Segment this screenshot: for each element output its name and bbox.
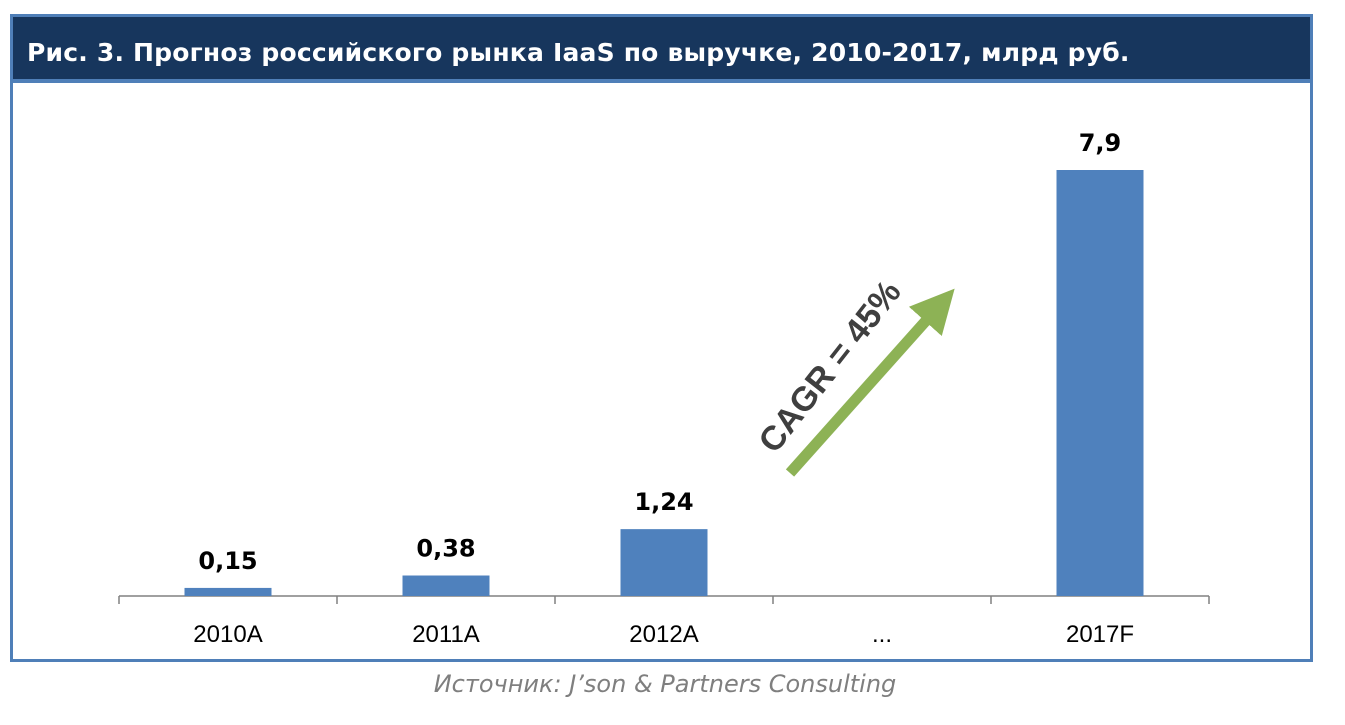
- chart-title: Рис. 3. Прогноз российского рынка IaaS п…: [27, 38, 1130, 67]
- x-tick-label: 2017F: [1066, 621, 1134, 648]
- bar-2010A: [184, 587, 272, 596]
- bar-2011A: [402, 575, 490, 596]
- x-tick-label: ...: [872, 621, 892, 648]
- cagr-arrow: [785, 288, 955, 477]
- bar-2012A: [620, 529, 708, 596]
- data-label: 7,9: [1079, 129, 1122, 157]
- bar-2017F: [1056, 170, 1144, 596]
- source-note: Источник: J’son & Partners Consulting: [433, 670, 897, 698]
- data-label: 1,24: [634, 488, 693, 516]
- x-tick-label: 2012A: [629, 621, 698, 648]
- x-tick-label: 2010A: [193, 621, 262, 648]
- title-bar: Рис. 3. Прогноз российского рынка IaaS п…: [13, 17, 1310, 83]
- data-label: 0,15: [198, 547, 257, 575]
- x-tick-label: 2011A: [412, 621, 480, 648]
- data-label: 0,38: [416, 535, 475, 563]
